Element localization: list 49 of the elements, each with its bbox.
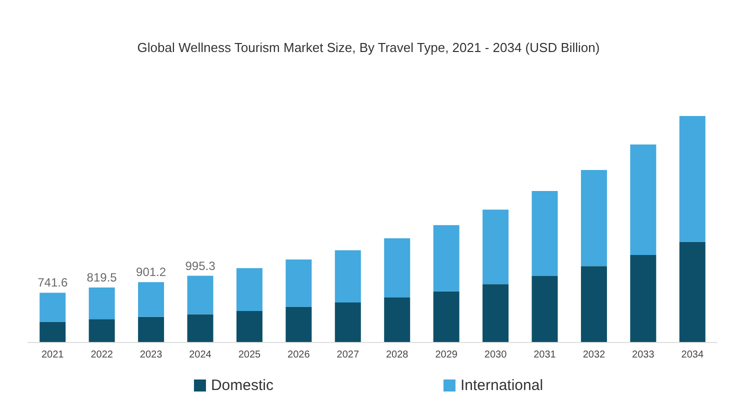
x-tick-label: 2033 — [632, 350, 655, 360]
bar — [384, 238, 410, 298]
bar — [679, 116, 706, 242]
x-tick-label: 2034 — [681, 350, 704, 360]
x-tick-label: 2031 — [534, 350, 556, 360]
legend-label: Domestic — [210, 377, 274, 394]
bar — [433, 291, 460, 342]
x-tick-label: 2032 — [582, 350, 606, 360]
x-tick-label: 2025 — [238, 350, 262, 360]
x-tick-label: 2029 — [435, 350, 458, 360]
annotation: 741.6 — [38, 276, 68, 290]
bar — [187, 276, 214, 314]
x-tick-label: 2028 — [386, 350, 409, 360]
bar — [532, 276, 558, 342]
x-tick-label: 2024 — [189, 350, 212, 360]
bar — [679, 242, 706, 342]
x-tick-label: 2022 — [90, 350, 114, 360]
bar — [580, 266, 607, 342]
bar — [286, 306, 312, 342]
annotation: 995.3 — [185, 258, 216, 273]
bar — [580, 170, 607, 266]
bar — [138, 282, 164, 317]
bar — [40, 292, 66, 322]
bar — [630, 254, 656, 342]
bar — [334, 302, 361, 342]
bar — [40, 322, 66, 342]
bar — [138, 316, 164, 342]
bar — [236, 268, 262, 312]
annotation: 819.5 — [86, 270, 118, 285]
bar — [433, 225, 460, 292]
bar — [286, 260, 312, 307]
bar — [532, 191, 558, 276]
bar — [482, 284, 509, 342]
bar — [630, 144, 656, 255]
annotation: 901.2 — [136, 265, 166, 280]
x-tick-label: 2026 — [288, 350, 310, 360]
x-tick-label: 2027 — [336, 350, 360, 360]
x-tick-label: 2030 — [484, 350, 508, 360]
bar — [88, 319, 115, 342]
legend-label: International — [460, 377, 544, 394]
x-tick-label: 2023 — [140, 350, 163, 360]
bar — [384, 297, 410, 342]
bar — [187, 314, 214, 342]
chart-title: Global Wellness Tourism Market Size, By Travel Type, 2021 - 2034 (USD Billion) — [137, 40, 600, 55]
bar — [236, 311, 262, 342]
x-tick-label: 2021 — [41, 350, 64, 360]
bar — [334, 250, 361, 302]
bar — [88, 288, 115, 320]
bar — [482, 210, 509, 284]
